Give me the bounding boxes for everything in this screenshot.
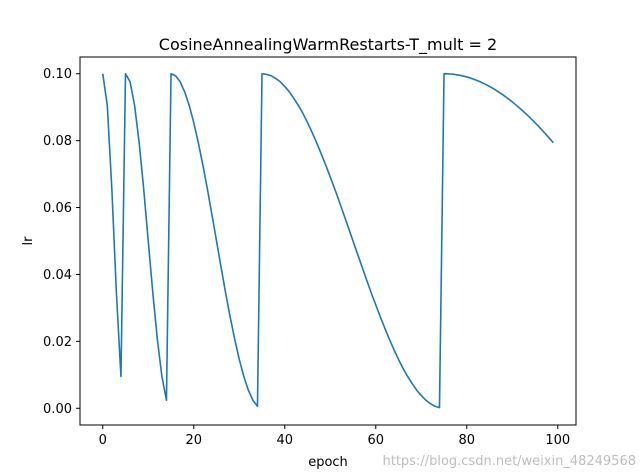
x-tick-label: 40	[276, 433, 293, 448]
series-line-0	[101, 72, 554, 409]
x-tick-label: 20	[185, 433, 202, 448]
x-tick-label: 100	[545, 433, 570, 448]
plot-area	[80, 57, 576, 425]
chart-title: CosineAnnealingWarmRestarts-T_mult = 2	[159, 35, 497, 55]
x-tick-label: 60	[368, 433, 385, 448]
y-tick-label: 0.06	[43, 201, 72, 216]
x-tick-label: 0	[99, 433, 107, 448]
x-axis: 0 20 40 60 80 100	[99, 425, 570, 448]
series-layer	[101, 72, 554, 409]
y-tick-label: 0.04	[43, 268, 72, 283]
y-axis-label: lr	[21, 236, 36, 246]
plot-frame	[79, 56, 577, 426]
y-tick-label: 0.10	[43, 67, 72, 82]
y-axis: 0.00 0.02 0.04 0.06 0.08 0.10	[43, 67, 80, 417]
x-axis-label: epoch	[308, 455, 348, 470]
y-tick-label: 0.08	[43, 134, 72, 149]
y-tick-label: 0.00	[43, 402, 72, 417]
watermark: https://blog.csdn.net/weixin_48249568	[382, 454, 636, 469]
y-tick-label: 0.02	[43, 335, 72, 350]
x-tick-label: 80	[459, 433, 476, 448]
